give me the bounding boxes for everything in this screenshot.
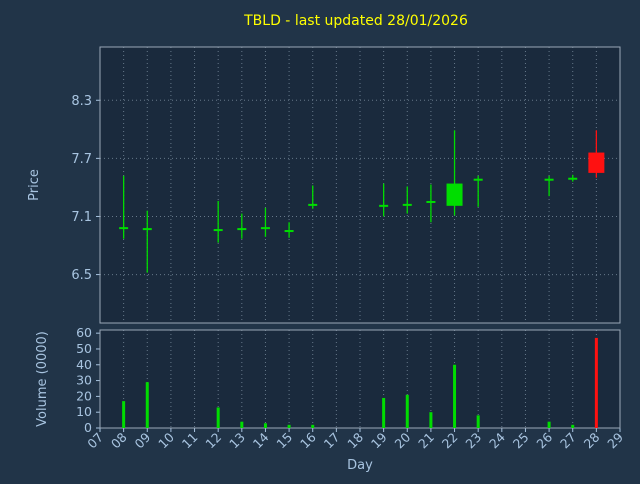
x-tick-label: 22 xyxy=(439,430,461,452)
candle-body xyxy=(473,178,483,181)
x-tick-label: 25 xyxy=(510,430,532,452)
candle-body xyxy=(119,227,129,230)
volume-bar xyxy=(263,423,267,428)
plot-layer: 07 08 09 10 11 12 13 14 15 16 17 18 19 20 21 22 23 24 25 26… xyxy=(71,46,626,452)
x-tick-label: 16 xyxy=(297,429,319,451)
x-tick-label: 29 xyxy=(604,429,626,451)
price-tick-label: 7.7 xyxy=(71,152,92,167)
chart-title: TBLD - last updated 28/01/2026 xyxy=(243,13,468,29)
volume-panel-border xyxy=(99,329,621,429)
volume-tick-label: 40 xyxy=(76,357,92,372)
candle-body xyxy=(237,228,247,231)
candle-body xyxy=(142,228,152,231)
x-tick-label: 19 xyxy=(368,429,390,451)
volume-bar xyxy=(122,401,126,428)
x-tick-label: 08 xyxy=(108,429,130,451)
volume-bar xyxy=(311,424,315,428)
price-tick-label: 7.1 xyxy=(71,210,92,225)
x-tick-label: 18 xyxy=(344,429,366,451)
x-tick-label: 27 xyxy=(557,430,579,452)
volume-bar xyxy=(571,424,575,428)
candle-body xyxy=(284,230,294,233)
x-tick-label: 15 xyxy=(273,430,295,452)
volume-axis-label: Volume (0000) xyxy=(35,331,50,427)
x-tick-label: 17 xyxy=(321,430,343,452)
volume-tick-label: 20 xyxy=(76,388,92,403)
volume-bar xyxy=(405,394,409,428)
candle-body xyxy=(588,152,605,173)
volume-bar xyxy=(453,364,457,428)
candle-body xyxy=(260,227,270,230)
candle-body xyxy=(446,183,463,206)
x-tick-label: 26 xyxy=(533,429,555,451)
candle-body xyxy=(544,178,554,181)
volume-bar xyxy=(547,421,551,428)
volume-bar xyxy=(429,412,433,428)
volume-tick-label: 10 xyxy=(76,404,92,419)
x-tick-label: 28 xyxy=(581,429,603,451)
candle-body xyxy=(402,203,412,206)
x-tick-label: 21 xyxy=(415,430,437,452)
volume-bar xyxy=(382,397,386,428)
x-tick-label: 14 xyxy=(250,429,272,451)
volume-bar xyxy=(476,415,480,428)
x-axis-label: Day xyxy=(347,458,373,473)
volume-bar xyxy=(145,382,149,428)
x-tick-label: 09 xyxy=(132,429,154,451)
volume-tick-label: 60 xyxy=(76,325,92,340)
price-tick-label: 6.5 xyxy=(71,268,92,283)
x-tick-label: 10 xyxy=(155,429,177,451)
price-panel xyxy=(100,47,620,323)
price-tick-label: 8.3 xyxy=(71,94,92,109)
candle-body xyxy=(379,204,389,207)
x-tick-label: 23 xyxy=(462,430,484,452)
candle-body xyxy=(426,200,436,203)
volume-tick-label: 0 xyxy=(84,420,92,435)
x-tick-label: 20 xyxy=(392,429,414,451)
x-tick-label: 13 xyxy=(226,430,248,452)
x-tick-label: 11 xyxy=(179,430,201,452)
candle-body xyxy=(308,203,318,206)
volume-tick-label: 30 xyxy=(76,373,92,388)
x-tick-label: 24 xyxy=(486,429,508,451)
price-panel-border xyxy=(99,46,621,324)
volume-tick-label: 50 xyxy=(76,341,92,356)
volume-bar xyxy=(216,407,220,428)
x-tick-label: 12 xyxy=(202,430,224,452)
volume-bar xyxy=(240,421,244,428)
candle-body xyxy=(213,229,223,232)
volume-bar xyxy=(287,424,291,428)
candle-body xyxy=(568,177,578,180)
price-axis-label: Price xyxy=(27,169,42,201)
volume-bar xyxy=(594,337,598,428)
